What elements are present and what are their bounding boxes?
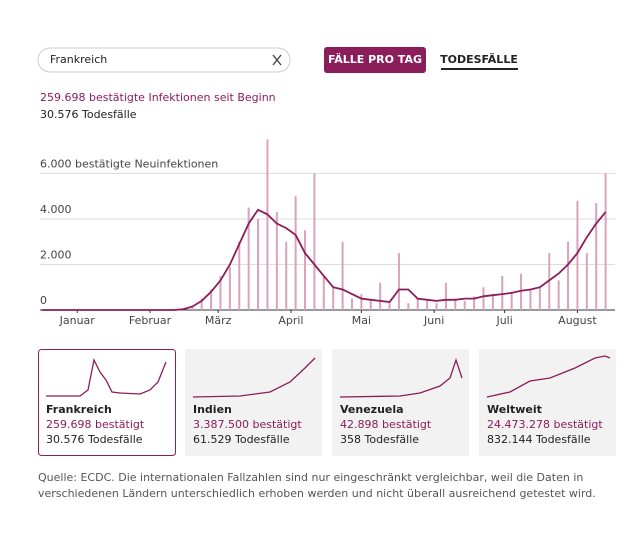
- chart: 0 2.000 4.000 6.000 bestätigte Neuinfektion…: [40, 139, 615, 327]
- bar: [341, 241, 344, 310]
- y-tick-label: 4.000: [40, 203, 72, 216]
- sparkline: [46, 358, 167, 397]
- x-tick-label: Mai: [352, 314, 371, 327]
- sparkline: [339, 357, 463, 398]
- cards: Frankreich 259.698 bestätigt 30.576 Todesf…: [38, 349, 616, 456]
- summary-infections: 259.698 bestätigte Infektionen seit Begi…: [40, 91, 276, 104]
- search-text: Frankreich: [50, 53, 107, 66]
- y-tick-label: 2.000: [40, 248, 72, 261]
- bar: [350, 298, 353, 310]
- bar: [247, 207, 250, 310]
- search-box[interactable]: [37, 47, 291, 73]
- card-name: Indien: [193, 403, 232, 416]
- bar: [444, 282, 447, 310]
- bar: [369, 300, 372, 310]
- bar: [407, 303, 410, 310]
- bar: [191, 305, 194, 310]
- bar: [238, 241, 241, 310]
- tab-label: FÄLLE PRO TAG: [328, 52, 422, 66]
- card[interactable]: [38, 349, 176, 456]
- bar: [576, 200, 579, 310]
- tab-label[interactable]: TODESFÄLLE: [440, 52, 518, 66]
- bar: [454, 298, 457, 310]
- card-name: Frankreich: [46, 403, 112, 416]
- card[interactable]: [479, 349, 616, 456]
- bar: [491, 294, 494, 310]
- bar: [322, 275, 325, 310]
- x-tick-label: April: [278, 314, 303, 327]
- bar: [219, 275, 222, 310]
- x-tick-label: August: [558, 314, 597, 327]
- sparkline: [192, 357, 316, 398]
- bar: [585, 253, 588, 310]
- x-tick-label: Juli: [495, 314, 512, 327]
- card-deaths: 832.144 Todesfälle: [487, 433, 591, 446]
- bar: [313, 173, 316, 310]
- bar: [473, 296, 476, 310]
- bar: [482, 287, 485, 310]
- bar: [360, 294, 363, 310]
- x-tick-label: Februar: [129, 314, 172, 327]
- y-tick-label: 6.000 bestätigte Neuinfektionen: [40, 157, 218, 170]
- bar: [501, 275, 504, 310]
- tab-active[interactable]: [324, 47, 426, 73]
- bar: [210, 289, 213, 310]
- card-deaths: 358 Todesfälle: [340, 433, 419, 446]
- summary-deaths: 30.576 Todesfälle: [40, 108, 137, 121]
- bar: [520, 273, 523, 310]
- bar: [266, 139, 269, 310]
- bar: [529, 289, 532, 310]
- bar: [397, 253, 400, 310]
- bar: [435, 303, 438, 310]
- bar: [200, 298, 203, 310]
- card[interactable]: [332, 349, 469, 456]
- bar: [275, 212, 278, 310]
- sparkline: [486, 355, 611, 398]
- bar: [294, 196, 297, 310]
- card-confirmed: 24.473.278 bestätigt: [487, 418, 603, 431]
- card-deaths: 61.529 Todesfälle: [193, 433, 290, 446]
- footer-text: verschiedenen Ländern unterschiedlich er…: [38, 487, 596, 500]
- bar: [510, 291, 513, 310]
- bar: [604, 173, 607, 310]
- bar: [557, 280, 560, 310]
- bar: [379, 282, 382, 310]
- bar: [567, 241, 570, 310]
- card-name: Venezuela: [340, 403, 404, 416]
- bar: [416, 298, 419, 310]
- clear-icon[interactable]: [272, 54, 282, 66]
- bar: [548, 253, 551, 310]
- bar: [426, 300, 429, 310]
- bar: [332, 287, 335, 310]
- card[interactable]: [185, 349, 322, 456]
- bar: [257, 218, 260, 310]
- x-tick-label: Juni: [423, 314, 444, 327]
- bar: [595, 203, 598, 310]
- x-tick-label: März: [205, 314, 232, 327]
- bar: [228, 266, 231, 310]
- bar: [285, 241, 288, 310]
- y-tick-label: 0: [40, 294, 47, 307]
- bar: [538, 287, 541, 310]
- card-deaths: 30.576 Todesfälle: [46, 433, 143, 446]
- card-confirmed: 3.387.500 bestätigt: [193, 418, 302, 431]
- card-confirmed: 259.698 bestätigt: [46, 418, 145, 431]
- card-name: Weltweit: [487, 403, 542, 416]
- card-confirmed: 42.898 bestätigt: [340, 418, 432, 431]
- bar: [388, 303, 391, 310]
- bar: [463, 300, 466, 310]
- average-line: [42, 208, 607, 311]
- footer-text: Quelle: ECDC. Die internationalen Fallza…: [38, 471, 583, 484]
- bar: [304, 230, 307, 310]
- x-tick-label: Januar: [59, 314, 96, 327]
